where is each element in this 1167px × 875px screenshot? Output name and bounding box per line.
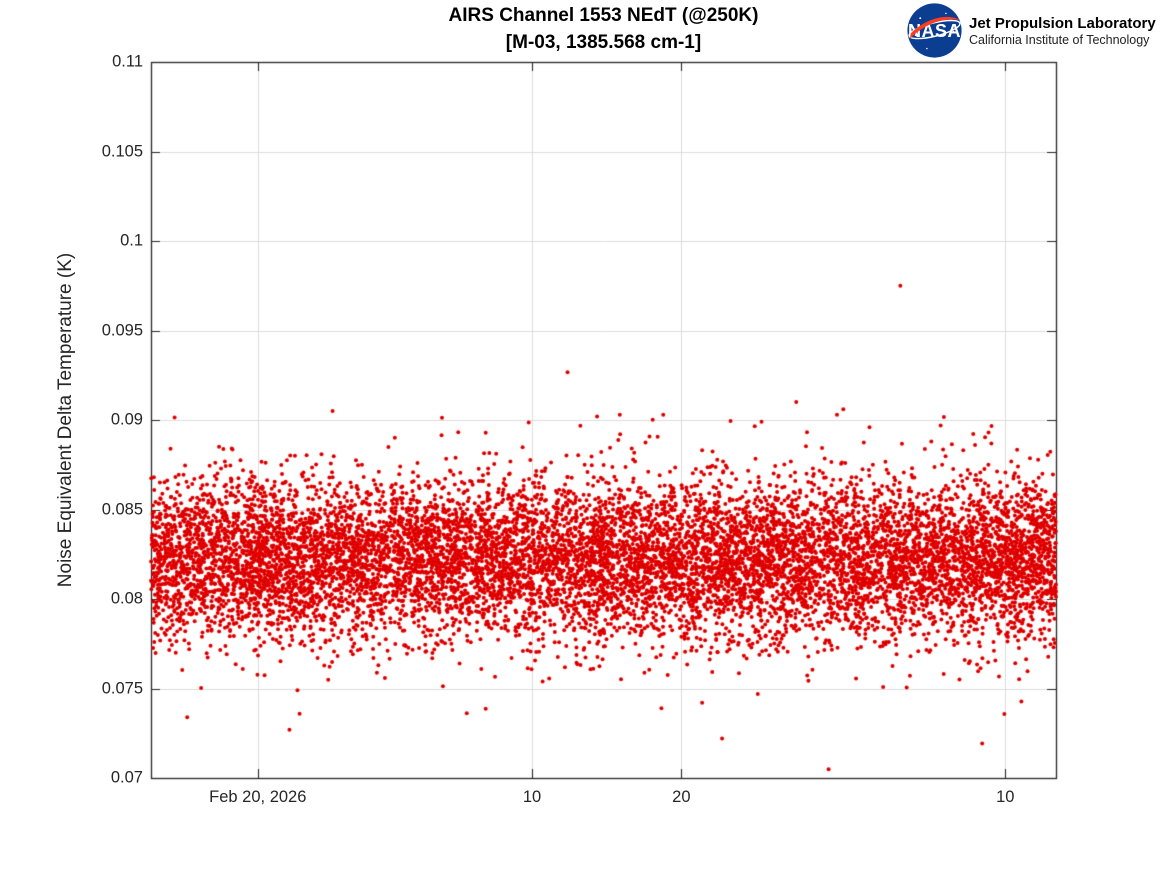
y-tick-label: 0.07 xyxy=(110,768,143,787)
caltech-name: California Institute of Technology xyxy=(969,33,1150,47)
x-tick-label: 10 xyxy=(522,788,542,806)
y-tick-label: 0.1 xyxy=(120,231,143,250)
jpl-name: Jet Propulsion Laboratory xyxy=(969,15,1156,32)
x-tick-label: 20 xyxy=(672,788,691,806)
chart-title-line1: AIRS Channel 1553 NEdT (@250K) xyxy=(448,5,759,26)
y-tick-label: 0.095 xyxy=(101,321,143,339)
jpl-branding: NASA Jet Propulsion Laboratory Californi… xyxy=(906,2,1156,59)
x-tick-label: Feb 20, 2026 xyxy=(209,788,307,806)
chart-title-line2: [M-03, 1385.568 cm-1] xyxy=(505,32,702,53)
chart-title-block: AIRS Channel 1553 NEdT (@250K) [M-03, 13… xyxy=(151,2,1056,56)
y-tick-label: 0.085 xyxy=(101,500,143,518)
y-axis-label: Noise Equivalent Delta Temperature (K) xyxy=(55,252,76,588)
y-tick-label: 0.11 xyxy=(112,52,143,71)
nasa-meatball-icon: NASA xyxy=(907,3,962,58)
y-tick-label: 0.09 xyxy=(110,410,143,429)
y-tick-label: 0.105 xyxy=(101,142,143,160)
y-tick-label: 0.08 xyxy=(110,589,143,608)
jpl-text-block: Jet Propulsion Laboratory California Ins… xyxy=(969,13,1156,48)
x-tick-label: 10 xyxy=(996,788,1015,806)
y-tick-label: 0.075 xyxy=(101,679,143,697)
